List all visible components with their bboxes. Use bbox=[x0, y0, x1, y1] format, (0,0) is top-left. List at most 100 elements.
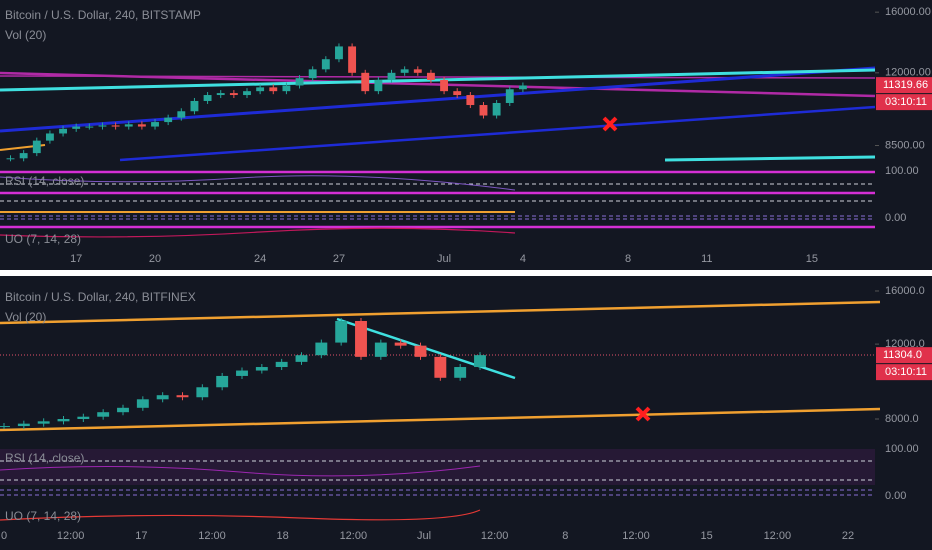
candle bbox=[236, 370, 248, 376]
candle bbox=[176, 395, 189, 398]
candle bbox=[361, 72, 370, 92]
candle bbox=[229, 93, 238, 96]
y-tick-label: 8500.00 bbox=[885, 139, 925, 151]
indicator-label: RSI (14, close) bbox=[5, 174, 84, 188]
volume-label: Vol (20) bbox=[5, 28, 46, 42]
x-tick-label: 12:00 bbox=[340, 530, 368, 542]
candle bbox=[19, 153, 28, 159]
candle bbox=[156, 395, 169, 400]
x-tick-label: 11 bbox=[701, 253, 712, 265]
candle bbox=[282, 85, 291, 92]
candle bbox=[6, 158, 15, 160]
x-tick-label: 12:00 bbox=[622, 530, 650, 542]
candle bbox=[77, 416, 90, 419]
x-tick-label: 20 bbox=[149, 253, 161, 265]
chart-title: Bitcoin / U.S. Dollar, 240, BITFINEX bbox=[5, 290, 196, 304]
candle bbox=[136, 399, 149, 408]
candle bbox=[57, 418, 70, 422]
last-price: 11319.66 bbox=[883, 79, 928, 91]
candle bbox=[98, 125, 107, 127]
x-tick-label: 12:00 bbox=[764, 530, 792, 542]
candle bbox=[216, 375, 229, 388]
countdown-box bbox=[876, 364, 932, 381]
indicator-tick-label: 100.00 bbox=[885, 443, 919, 455]
candle bbox=[32, 140, 41, 154]
candle bbox=[190, 100, 199, 112]
candle bbox=[37, 421, 50, 424]
candle bbox=[275, 361, 288, 368]
candle bbox=[434, 356, 447, 378]
top-drawings bbox=[0, 66, 876, 238]
candle bbox=[335, 46, 343, 60]
candle bbox=[518, 85, 527, 90]
candle bbox=[203, 95, 212, 101]
candle bbox=[137, 124, 146, 127]
x-tick-label: Jul bbox=[417, 530, 431, 542]
chart-title: Bitcoin / U.S. Dollar, 240, BITSTAMP bbox=[5, 8, 201, 22]
indicator-label: RSI (14, close) bbox=[5, 451, 84, 465]
candle bbox=[348, 46, 357, 73]
indicator-tick-label: 0.00 bbox=[885, 490, 906, 502]
candle bbox=[243, 91, 251, 96]
indicator-label: UO (7, 14, 28) bbox=[5, 509, 81, 523]
candle bbox=[45, 133, 54, 141]
candle bbox=[196, 387, 209, 398]
candle bbox=[255, 367, 268, 371]
candle bbox=[97, 412, 110, 417]
candle bbox=[374, 79, 383, 92]
candle bbox=[466, 95, 475, 106]
candle bbox=[164, 117, 173, 123]
candle bbox=[269, 87, 278, 92]
price-box bbox=[876, 77, 932, 94]
candle bbox=[400, 69, 409, 73]
candle bbox=[474, 355, 486, 368]
price-box bbox=[876, 347, 932, 364]
candle bbox=[72, 126, 81, 129]
x-tick-label: 4 bbox=[520, 253, 526, 265]
candle bbox=[85, 126, 94, 128]
candle bbox=[454, 367, 467, 378]
candle bbox=[426, 72, 435, 80]
candle bbox=[394, 342, 407, 346]
x-tick-label: 8 bbox=[625, 253, 631, 265]
indicator-tick-label: 0.00 bbox=[885, 212, 906, 224]
candle bbox=[453, 91, 462, 96]
candle bbox=[315, 342, 328, 356]
candle bbox=[308, 69, 317, 79]
candle bbox=[355, 320, 367, 357]
x-tick-label: 8 bbox=[562, 530, 568, 542]
candle bbox=[117, 407, 129, 413]
x-tick-label: 27 bbox=[333, 253, 345, 265]
candle bbox=[414, 345, 427, 357]
candle bbox=[387, 72, 396, 80]
x-tick-label: 12:00 bbox=[481, 530, 509, 542]
candle bbox=[177, 111, 186, 118]
countdown: 03:10:11 bbox=[885, 96, 927, 108]
candle bbox=[479, 105, 488, 116]
x-tick-label: 24 bbox=[254, 253, 266, 265]
candle bbox=[124, 124, 133, 127]
x-tick-label: 0 bbox=[1, 530, 7, 542]
countdown: 03:10:11 bbox=[885, 366, 927, 378]
x-tick-label: 18 bbox=[277, 530, 289, 542]
y-tick-label: 16000.00 bbox=[885, 6, 931, 18]
x-tick-label: 17 bbox=[135, 530, 147, 542]
candle bbox=[59, 128, 68, 134]
candle bbox=[413, 69, 422, 73]
separator bbox=[0, 270, 932, 276]
candle bbox=[151, 122, 159, 127]
y-tick-label: 16000.0 bbox=[885, 285, 925, 297]
x-tick-label: 12:00 bbox=[57, 530, 85, 542]
candle bbox=[17, 423, 30, 427]
candle bbox=[295, 78, 304, 86]
candle bbox=[440, 79, 449, 92]
candle bbox=[295, 355, 308, 362]
y-tick-label: 8000.0 bbox=[885, 413, 919, 425]
candle bbox=[256, 87, 265, 92]
x-tick-label: 15 bbox=[701, 530, 713, 542]
x-tick-label: 15 bbox=[806, 253, 818, 265]
countdown-box bbox=[876, 94, 932, 111]
indicator-label: UO (7, 14, 28) bbox=[5, 232, 81, 246]
candle bbox=[321, 59, 330, 70]
